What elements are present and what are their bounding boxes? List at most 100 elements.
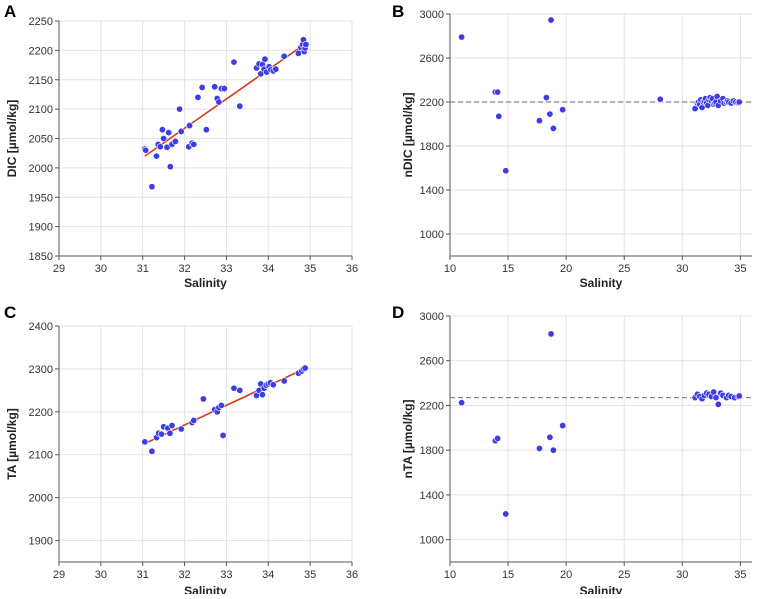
panel-b-xtick-label: 25	[618, 263, 630, 275]
panel-b-point	[546, 110, 554, 118]
panel-b-point	[656, 95, 664, 103]
panel-a-point	[215, 98, 223, 106]
panel-c-ytick-label: 2200	[29, 407, 53, 419]
panel-b-xtick-label: 35	[734, 263, 746, 275]
panel-b-point	[549, 124, 557, 132]
panel-c: 29 30 31 32 33 34 35 36 1900 2000 2100 2200 2300 2400…	[4, 303, 358, 598]
panel-b-xtick-label: 10	[444, 263, 456, 275]
panel-c-point	[158, 430, 166, 438]
panel-c-ytick-label: 2300	[29, 364, 53, 376]
panel-c-point	[199, 395, 207, 403]
panel-c-letter: C	[4, 303, 16, 322]
panel-b-letter: B	[392, 2, 404, 21]
panel-c-x-title: Salinity	[184, 584, 227, 594]
panel-c-point	[217, 401, 225, 409]
panel-a-point	[236, 102, 244, 110]
panel-a-point	[148, 183, 156, 191]
panel-a-xtick-label: 31	[137, 263, 149, 275]
panel-d-point	[547, 330, 555, 338]
panel-b-point	[542, 94, 550, 102]
panel-a-xtick-label: 36	[346, 263, 358, 275]
panel-d-x-title: Salinity	[580, 584, 623, 594]
panel-c-xtick-label: 35	[304, 569, 316, 581]
panel-c-point	[301, 364, 309, 372]
panel-b-ytick-label: 3000	[420, 9, 444, 21]
panel-b-point	[547, 16, 555, 24]
panel-c-point	[141, 438, 149, 446]
panel-c-point	[190, 416, 198, 424]
panel-a-point	[156, 143, 164, 151]
panel-a-point	[272, 65, 280, 73]
panel-c-point	[168, 422, 176, 430]
panel-a-fit-line	[144, 42, 307, 157]
panel-a-point	[186, 122, 194, 130]
panel-c-ytick-label: 2000	[29, 493, 53, 505]
panel-c-xtick-label: 29	[53, 569, 65, 581]
panel-a-point	[202, 126, 210, 134]
panel-b-xtick-label: 15	[502, 263, 514, 275]
panel-a-point	[261, 55, 269, 63]
panel-d-ytick-label: 1000	[420, 535, 444, 547]
panel-b: 10 15 20 25 30 35 1000 1400 1800 2200 2600 3000 Sali…	[392, 2, 752, 290]
panel-c-xtick-label: 31	[137, 569, 149, 581]
panel-d: 10 15 20 25 30 35 1000 1400 1800 2200 2600 3000 Sali…	[392, 303, 752, 598]
panel-a-xtick-label: 32	[178, 263, 190, 275]
panel-d-point	[502, 510, 510, 518]
panel-a-point	[194, 93, 202, 101]
panel-a-x-title: Salinity	[184, 276, 227, 290]
panel-d-point	[546, 433, 554, 441]
panel-a-point	[294, 49, 302, 57]
panel-a-point	[166, 163, 174, 171]
panel-d-y-title: nTA [µmol/kg]	[401, 400, 415, 479]
panel-a-point	[171, 137, 179, 145]
panel-b-ytick-label: 1400	[420, 185, 444, 197]
panel-d-xtick-label: 30	[676, 569, 688, 581]
panel-b-point	[458, 33, 466, 41]
panel-a-letter: A	[4, 2, 16, 21]
panel-d-xtick-label: 20	[560, 569, 572, 581]
panel-b-ytick-label: 1000	[420, 229, 444, 241]
panel-d-ytick-label: 3000	[420, 311, 444, 323]
panel-d-point	[535, 445, 543, 453]
panel-d-point	[714, 400, 722, 408]
panel-d-point	[735, 392, 743, 400]
panel-d-point	[712, 394, 720, 402]
panel-a-point	[142, 146, 150, 154]
panel-a-xtick-label: 35	[304, 263, 316, 275]
panel-c-point	[236, 386, 244, 394]
panel-a-y-title: DIC [µmol/kg]	[5, 100, 19, 178]
panel-a-xtick-label: 30	[95, 263, 107, 275]
panel-a-ytick-label: 2250	[29, 16, 53, 28]
panel-d-point	[458, 399, 466, 407]
panel-b-xtick-label: 20	[560, 263, 572, 275]
panel-c-point	[230, 384, 238, 392]
panel-d-letter: D	[392, 303, 404, 322]
panel-a-ytick-label: 1850	[29, 251, 53, 263]
panel-d-point	[494, 434, 502, 442]
panel-a-ytick-label: 2150	[29, 75, 53, 87]
panel-b-y-title: nDIC [µmol/kg]	[401, 93, 415, 178]
panel-b-x-title: Salinity	[580, 276, 623, 290]
panel-a-ytick-label: 2100	[29, 104, 53, 116]
panel-c-point	[258, 391, 266, 399]
panel-c-point	[177, 425, 185, 433]
panel-b-ytick-label: 2600	[420, 53, 444, 65]
panel-b-point	[735, 98, 743, 106]
panel-c-ytick-label: 2100	[29, 450, 53, 462]
panel-a-point	[153, 152, 161, 160]
panel-a-ytick-label: 2200	[29, 45, 53, 57]
panel-a-ytick-label: 2000	[29, 163, 53, 175]
panel-d-xtick-label: 25	[618, 569, 630, 581]
panel-c-xtick-label: 30	[95, 569, 107, 581]
panel-c-y-title: TA [µmol/kg]	[5, 408, 19, 480]
panel-c-ytick-label: 1900	[29, 536, 53, 548]
panel-b-point	[535, 117, 543, 125]
panel-c-ytick-label: 2400	[29, 321, 53, 333]
panel-a-point	[220, 85, 228, 93]
panel-d-xtick-label: 35	[734, 569, 746, 581]
panel-a-point	[158, 126, 166, 134]
panel-a-point	[165, 129, 173, 137]
panel-a-ytick-label: 2050	[29, 134, 53, 146]
